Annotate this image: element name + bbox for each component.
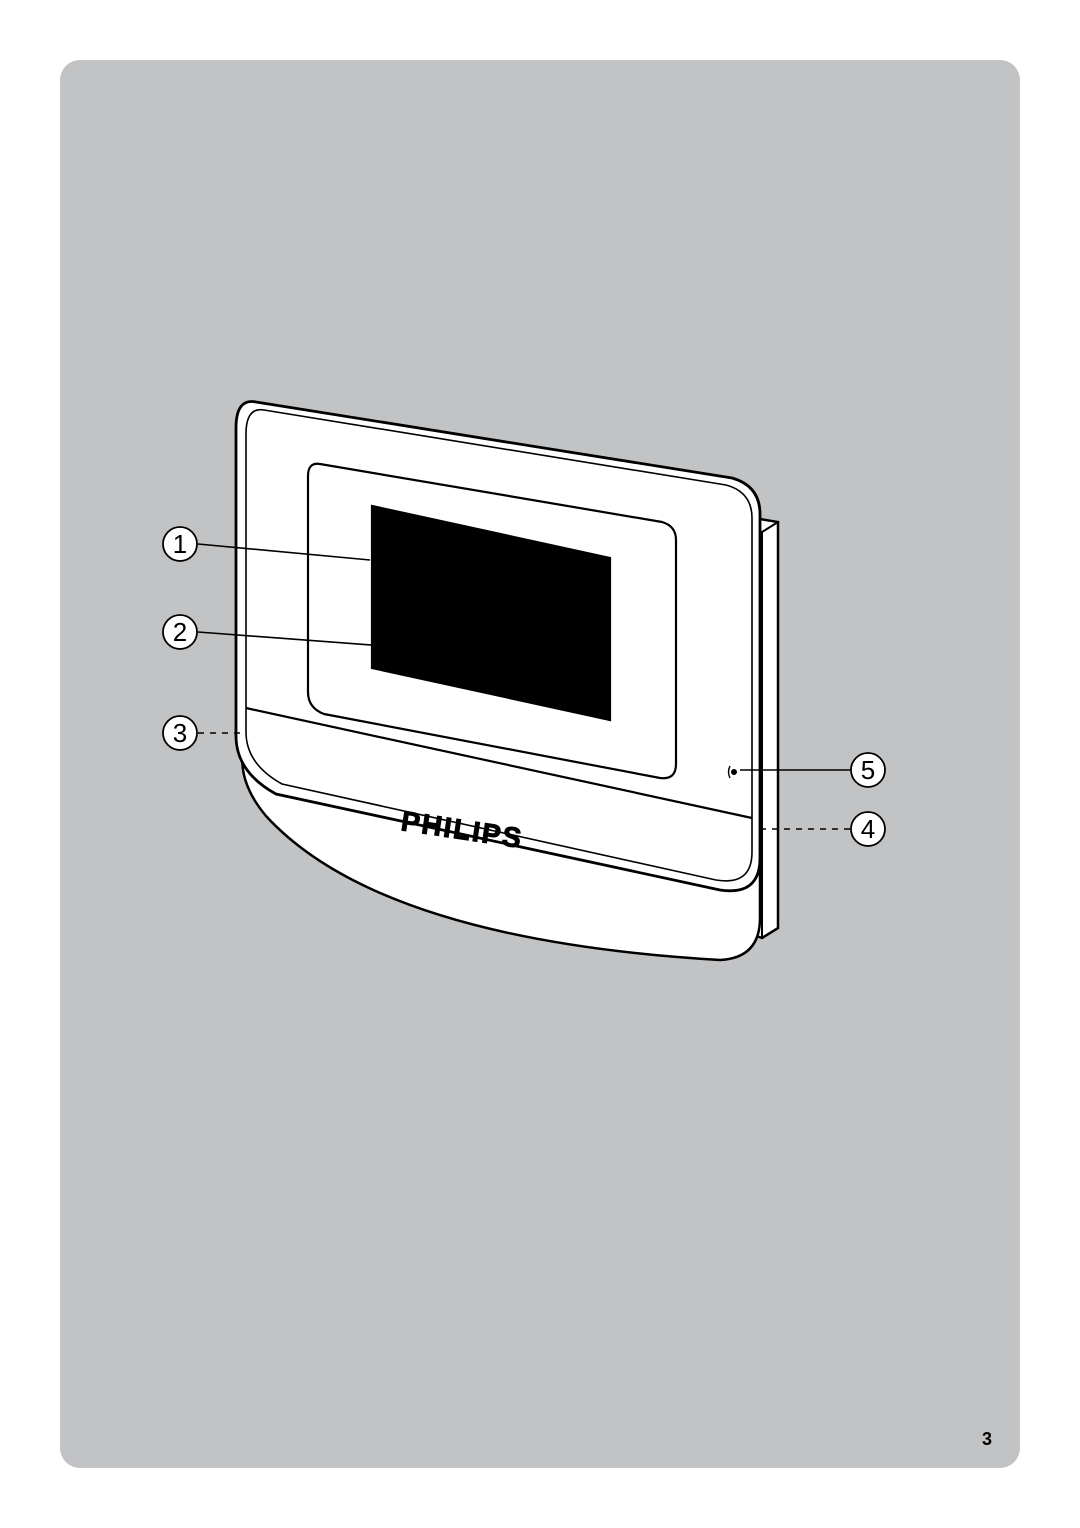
callout-3-label: 3 <box>173 718 187 748</box>
callout-1: 1 <box>163 527 197 561</box>
callout-5-label: 5 <box>861 755 875 785</box>
callout-1-label: 1 <box>173 529 187 559</box>
callout-4-label: 4 <box>861 814 875 844</box>
callout-5: 5 <box>851 753 885 787</box>
callout-2: 2 <box>163 615 197 649</box>
callout-4: 4 <box>851 812 885 846</box>
page-number: 3 <box>982 1429 992 1450</box>
page-container: PHILIPS 1 2 <box>60 60 1020 1468</box>
callout-3: 3 <box>163 716 197 750</box>
diagram-svg: PHILIPS 1 2 <box>60 60 1020 1468</box>
callout-2-label: 2 <box>173 617 187 647</box>
